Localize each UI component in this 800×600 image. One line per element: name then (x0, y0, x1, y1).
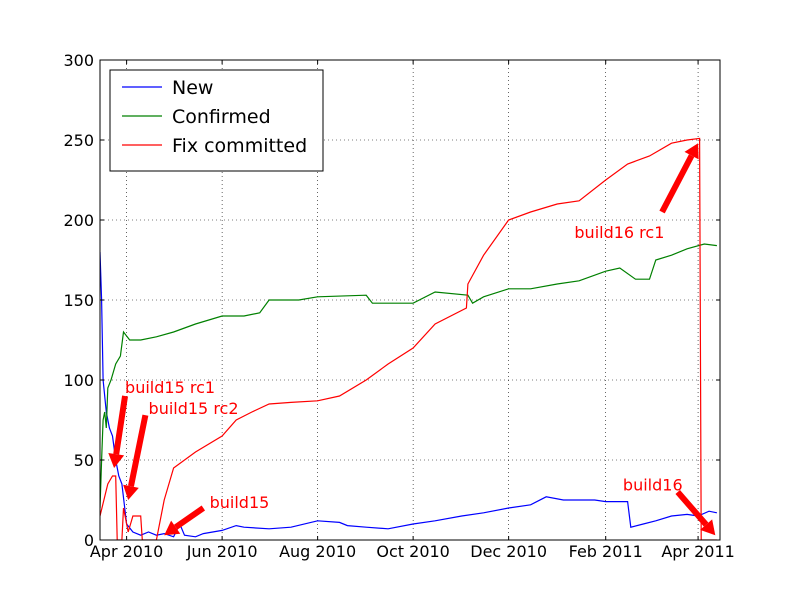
annotation-label: build16 rc1 (574, 223, 664, 242)
annotation-arrow-shaft (675, 490, 709, 527)
grid-lines (100, 60, 720, 540)
y-tick-label: 250 (63, 131, 94, 150)
annotation-label: build16 (623, 476, 683, 495)
legend-label: New (172, 77, 213, 99)
annotation-label: build15 rc2 (149, 399, 239, 418)
x-tick-label: Oct 2010 (376, 542, 449, 561)
y-tick-label: 300 (63, 51, 94, 70)
annotation-arrow-head (123, 484, 139, 500)
series-lines (100, 137, 718, 540)
legend: New Confirmed Fix committed (109, 69, 324, 172)
annotation-arrow-shaft (128, 414, 149, 487)
annotation-arrow-head (108, 452, 125, 468)
annotation-label: build15 (210, 493, 270, 512)
annotation-label: build15 rc1 (125, 378, 215, 397)
x-tick-label: Apr 2010 (90, 542, 163, 561)
annotation-arrow-head (700, 519, 716, 536)
annotations: build15 rc1 build15 rc2 build15 build16 rc1… (108, 143, 716, 536)
annotation-arrow-shaft (173, 505, 206, 530)
series-line-new (100, 251, 718, 538)
series-line-confirmed (100, 243, 717, 509)
x-tick-label: Jun 2010 (186, 542, 258, 561)
y-tick-label: 200 (63, 211, 94, 230)
annotation-arrow-shaft (659, 154, 695, 214)
x-tick-label: Apr 2011 (661, 542, 734, 561)
x-tick-label: Feb 2011 (569, 542, 643, 561)
x-tick-label: Aug 2010 (279, 542, 356, 561)
legend-label: Confirmed (172, 106, 271, 128)
annotation-arrow-head (164, 520, 181, 536)
y-tick-label: 0 (84, 531, 94, 550)
y-tick-label: 100 (63, 371, 94, 390)
y-tick-label: 150 (63, 291, 94, 310)
y-tick-label: 50 (74, 451, 94, 470)
annotation-arrow-shaft (113, 395, 129, 455)
series-line-fix-committed (100, 137, 717, 540)
annotation-arrow-head (684, 143, 699, 160)
x-tick-label: Dec 2010 (470, 542, 547, 561)
axis-ticks: 0 50 100 150 200 250 300 Apr 2010 Jun 2010 Aug 20… (63, 51, 734, 561)
legend-label: Fix committed (172, 135, 307, 157)
